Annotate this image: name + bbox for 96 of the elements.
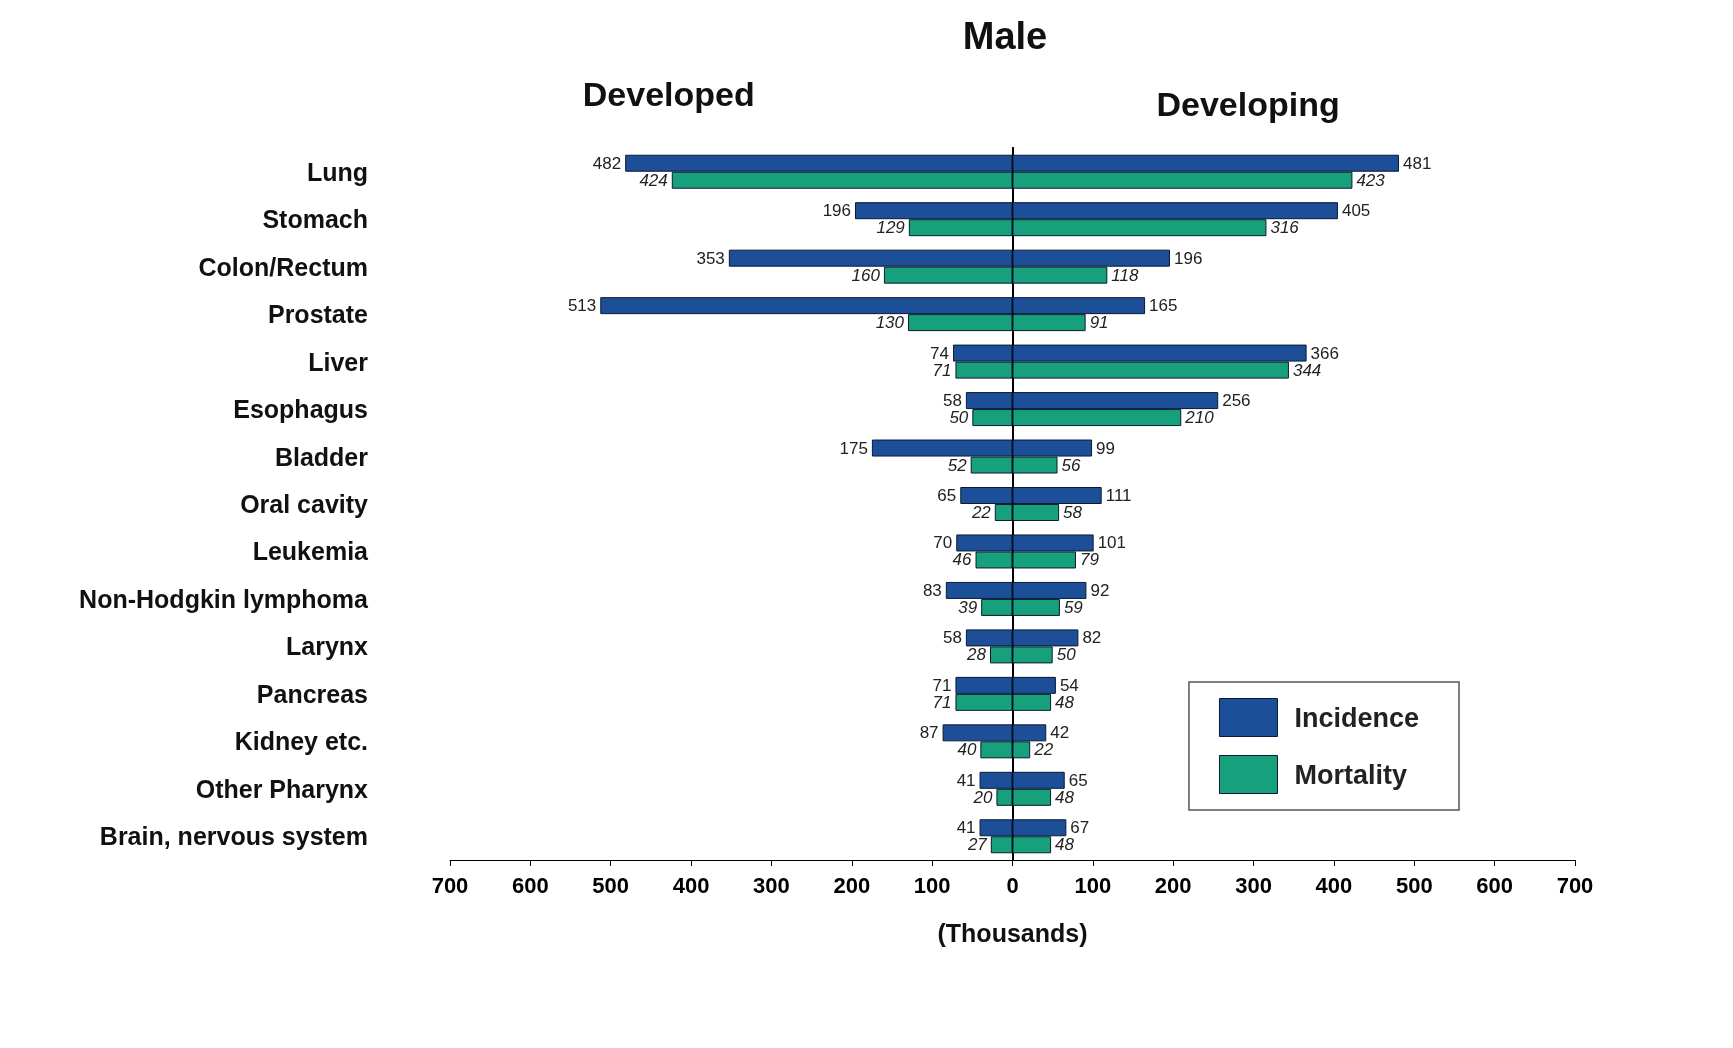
data-label: 58 <box>942 628 962 648</box>
y-tick-label: Stomach <box>262 205 368 234</box>
data-label: 344 <box>1292 360 1322 380</box>
y-tick-label: Larynx <box>286 632 369 661</box>
data-label: 59 <box>1063 597 1084 617</box>
data-label: 67 <box>1070 818 1090 838</box>
data-label: 175 <box>839 438 868 458</box>
x-tick-label: 700 <box>1556 872 1594 898</box>
data-label: 52 <box>947 455 968 475</box>
data-label: 111 <box>1105 486 1132 505</box>
legend-label: Incidence <box>1294 702 1419 733</box>
data-label: 316 <box>1270 218 1300 238</box>
data-label: 118 <box>1111 265 1139 285</box>
data-label: 58 <box>942 391 962 411</box>
data-label: 48 <box>1055 835 1075 855</box>
data-label: 65 <box>1068 770 1088 790</box>
data-label: 101 <box>1097 533 1127 553</box>
data-label: 482 <box>592 153 622 173</box>
y-tick-label: Leukemia <box>252 537 370 566</box>
data-label: 196 <box>1174 248 1203 268</box>
data-label: 423 <box>1356 170 1386 190</box>
data-label: 160 <box>851 265 881 285</box>
x-tick-label: 300 <box>1235 872 1272 898</box>
data-label: 70 <box>933 533 953 553</box>
data-label: 28 <box>966 645 987 665</box>
data-label: 256 <box>1222 391 1251 411</box>
data-label: 129 <box>876 218 906 238</box>
legend-label: Mortality <box>1294 759 1407 790</box>
data-label: 353 <box>696 248 725 268</box>
data-label: 39 <box>958 597 978 617</box>
data-label: 83 <box>922 580 942 600</box>
data-label: 79 <box>1079 550 1100 570</box>
x-tick-label: 0 <box>1006 872 1019 898</box>
data-label: 99 <box>1096 438 1115 458</box>
data-label: 42 <box>1050 723 1070 743</box>
data-label: 50 <box>1056 645 1077 665</box>
data-label: 41 <box>956 818 976 838</box>
x-tick-label: 400 <box>1315 872 1353 898</box>
data-label: 41 <box>956 770 976 790</box>
data-label: 405 <box>1341 201 1371 221</box>
data-label: 82 <box>1082 628 1102 648</box>
data-label: 54 <box>1059 675 1079 695</box>
y-tick-label: Oral cavity <box>240 490 369 518</box>
x-tick-label: 600 <box>512 872 549 898</box>
data-label: 481 <box>1403 153 1432 173</box>
y-tick-label: Bladder <box>274 442 369 471</box>
x-tick-label: 700 <box>431 872 469 898</box>
data-label: 513 <box>567 296 597 316</box>
y-tick-label: Kidney etc. <box>234 727 368 756</box>
data-label: 92 <box>1090 580 1110 600</box>
y-tick-label: Colon/Rectum <box>198 252 368 281</box>
x-tick-label: 200 <box>833 872 871 898</box>
y-tick-label: Pancreas <box>256 679 368 708</box>
y-tick-label: Liver <box>308 347 369 376</box>
data-label: 20 <box>972 787 993 807</box>
x-tick-label: 200 <box>1154 872 1192 898</box>
x-axis-title: (Thousands) <box>937 918 1088 947</box>
x-tick-label: 500 <box>1395 872 1433 898</box>
data-label: 56 <box>1061 455 1081 475</box>
data-label: 71 <box>932 360 952 380</box>
data-label: 210 <box>1184 408 1215 428</box>
data-label: 48 <box>1055 692 1075 712</box>
x-tick-label: 300 <box>753 872 790 898</box>
data-label: 50 <box>949 408 969 428</box>
data-label: 87 <box>919 723 939 743</box>
y-tick-label: Prostate <box>267 300 369 329</box>
data-label: 48 <box>1055 787 1075 807</box>
x-tick-label: 400 <box>672 872 710 898</box>
data-label: 91 <box>1089 313 1109 333</box>
data-label: 130 <box>875 313 905 333</box>
y-tick-label: Non-Hodgkin lymphoma <box>79 584 370 613</box>
data-label: 22 <box>970 503 992 522</box>
y-tick-label: Other Pharynx <box>195 774 369 803</box>
data-label: 74 <box>930 343 950 363</box>
data-label: 196 <box>822 201 851 221</box>
y-tick-label: Brain, nervous system <box>99 822 368 851</box>
data-label: 65 <box>937 486 957 505</box>
data-label: 40 <box>957 740 977 760</box>
data-label: 58 <box>1063 503 1083 522</box>
chart-title: Developing <box>1156 85 1340 123</box>
y-tick-label: Esophagus <box>233 395 368 424</box>
x-tick-label: 600 <box>1476 872 1513 898</box>
data-label: 424 <box>639 170 668 190</box>
x-tick-label: 100 <box>913 872 951 898</box>
data-label: 22 <box>1033 740 1054 760</box>
data-label: 71 <box>932 675 952 695</box>
data-label: 71 <box>932 692 952 712</box>
data-label: 27 <box>966 835 988 855</box>
x-tick-label: 100 <box>1074 872 1112 898</box>
x-tick-label: 500 <box>592 872 630 898</box>
data-label: 366 <box>1310 343 1339 363</box>
y-tick-label: Lung <box>306 157 368 186</box>
chart-title: Male <box>962 15 1048 57</box>
data-label: 165 <box>1149 296 1178 316</box>
data-label: 46 <box>952 550 973 570</box>
chart-subtitle: Developed <box>582 75 755 113</box>
